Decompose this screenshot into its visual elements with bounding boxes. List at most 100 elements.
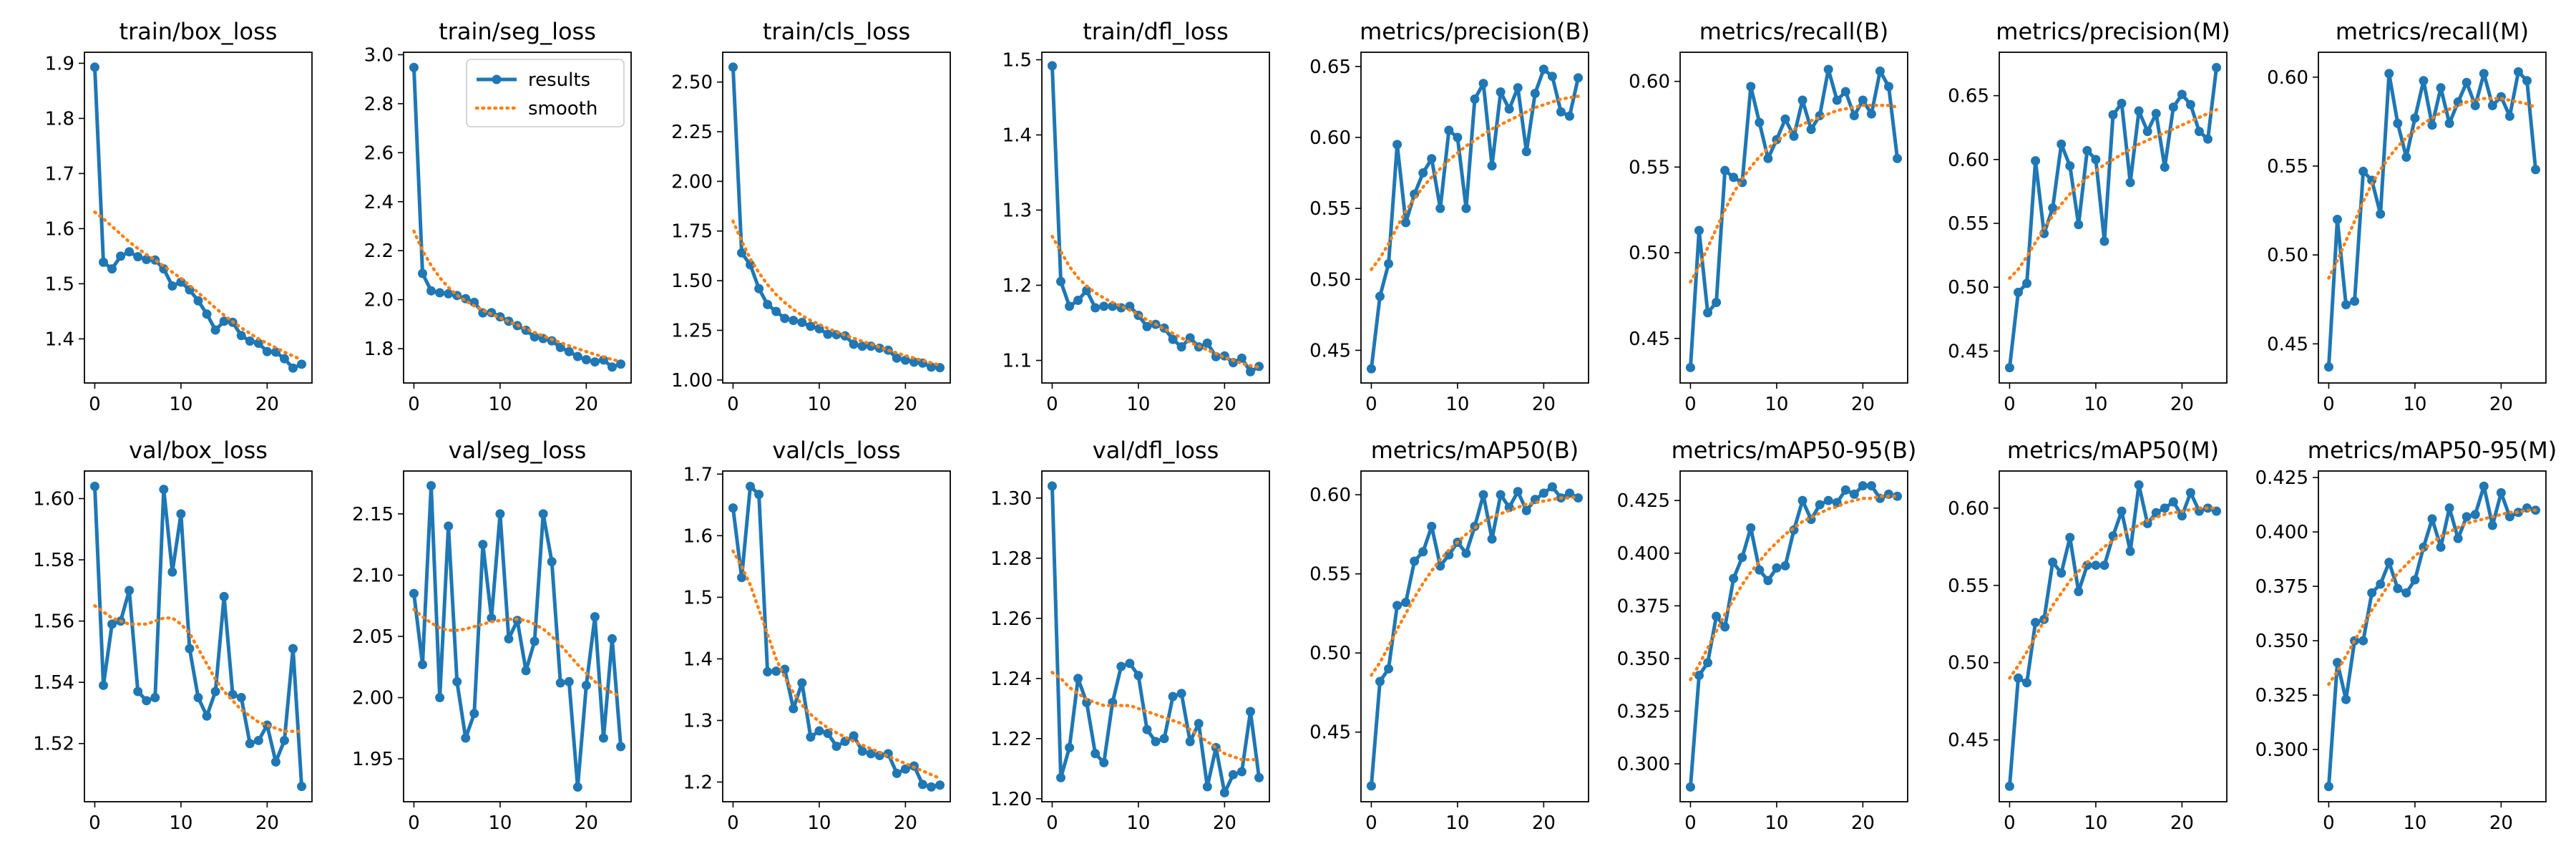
results-point (598, 355, 608, 365)
results-point (219, 316, 229, 326)
results-point (202, 711, 212, 721)
results-point (797, 678, 807, 688)
results-point (1487, 161, 1497, 171)
y-tick-label: 0.50 (1948, 277, 1989, 299)
series-results-line (1688, 67, 1900, 368)
results-point (2393, 118, 2403, 128)
plot-area (1047, 61, 1264, 377)
results-point (2194, 127, 2204, 137)
chart-title: metrics/recall(B) (1699, 18, 1889, 45)
results-point (288, 363, 298, 373)
y-tick-label: 1.4 (1002, 125, 1032, 147)
results-point (2376, 579, 2386, 589)
y-tick-label: 0.45 (2267, 334, 2308, 355)
y-tick-label: 0.350 (2255, 631, 2308, 652)
chart-title: metrics/mAP50-95(M) (2308, 437, 2557, 464)
chart-title: metrics/mAP50(B) (1371, 437, 1579, 464)
series-results-line (2326, 484, 2537, 787)
results-point (1202, 338, 1212, 348)
results-point (780, 314, 790, 324)
y-tick-label: 0.45 (1629, 329, 1670, 350)
results-point (581, 680, 591, 690)
results-point (616, 742, 626, 752)
results-point (1737, 553, 1747, 563)
chart-title: metrics/mAP50(M) (2007, 437, 2219, 464)
results-point (2185, 100, 2195, 110)
results-point (1815, 500, 1825, 510)
results-point (909, 357, 919, 367)
y-tick-label: 0.50 (1948, 653, 1989, 674)
results-point (478, 540, 488, 550)
results-point (2048, 203, 2058, 213)
results-point (288, 644, 298, 654)
results-point (2410, 575, 2420, 585)
chart-val-box-loss: val/box_loss 0 10 20 1.52 1.54 1.56 1.58 1.60 (33, 437, 313, 834)
series-smooth-line (1050, 671, 1261, 762)
plot-area (728, 482, 945, 792)
y-tick-label: 1.5 (1002, 50, 1032, 72)
results-point (2393, 583, 2403, 593)
results-point (1125, 301, 1135, 311)
results-point (1780, 560, 1790, 571)
results-point (133, 252, 143, 262)
y-tick-label: 0.375 (2255, 576, 2308, 598)
results-point (2160, 162, 2170, 173)
y-tick-label: 1.4 (683, 649, 713, 670)
chart-title: metrics/recall(M) (2336, 18, 2529, 45)
y-tick-label: 1.56 (33, 611, 74, 633)
results-point (1694, 225, 1704, 236)
chart-val-seg-loss: val/seg_loss 0 10 20 1.95 2.00 2.05 2.10 2.15 (352, 437, 632, 834)
series-smooth-line (93, 603, 303, 733)
y-tick-label: 1.60 (33, 489, 74, 510)
results-point (1487, 534, 1497, 544)
results-point (2057, 139, 2067, 149)
results-point (771, 306, 781, 316)
chart-title: val/seg_loss (449, 437, 587, 464)
x-tick-label: 0 (408, 812, 420, 834)
results-point (2470, 510, 2480, 520)
results-point (538, 509, 548, 519)
results-point (1168, 334, 1178, 344)
chart-title: train/dfl_loss (1083, 18, 1229, 45)
x-tick-label: 0 (89, 812, 101, 834)
x-tick-label: 20 (2170, 812, 2194, 834)
results-point (1151, 737, 1161, 747)
y-tick-label: 1.20 (990, 789, 1032, 810)
results-point (1840, 87, 1850, 97)
results-point (1401, 218, 1411, 228)
results-point (1444, 125, 1454, 135)
x-tick-label: 20 (1851, 394, 1875, 415)
results-point (547, 557, 557, 567)
chart-title: val/cls_loss (772, 437, 900, 464)
results-point (2212, 62, 2222, 72)
chart-metrics-map50-b: metrics/mAP50(B) 0 10 20 0.45 0.50 0.55 0.60 (1309, 437, 1589, 834)
x-tick-label: 20 (1213, 812, 1236, 834)
results-point (1116, 661, 1126, 671)
chart-metrics-map50-m: metrics/mAP50(M) 0 10 20 0.45 0.50 0.55 0.60 (1948, 437, 2228, 834)
results-point (2341, 300, 2351, 310)
chart-train-cls-loss: train/cls_loss 0 10 20 1.00 1.25 1.50 1.75 2.00 2… (671, 18, 951, 415)
results-point (1694, 670, 1704, 680)
results-point (2065, 533, 2075, 543)
results-point (495, 509, 505, 519)
results-point (823, 729, 833, 739)
plot-area (89, 62, 307, 373)
y-tick-label: 2.8 (364, 94, 394, 115)
results-point (1142, 724, 1152, 734)
series-results-line (1369, 485, 1579, 787)
results-point (1125, 659, 1135, 669)
plot-area (1685, 64, 1903, 372)
results-point (1574, 493, 1584, 503)
results-point (435, 288, 445, 298)
results-point (2444, 118, 2454, 128)
plot-area (89, 481, 307, 792)
results-point (219, 591, 229, 601)
y-tick-label: 1.8 (45, 108, 74, 130)
y-tick-label: 0.50 (1309, 643, 1351, 664)
x-tick-label: 10 (488, 394, 512, 415)
results-point (1047, 61, 1057, 71)
y-tick-label: 0.55 (2267, 156, 2308, 178)
results-point (1729, 573, 1739, 583)
results-point (236, 693, 246, 703)
results-point (1392, 140, 1402, 150)
